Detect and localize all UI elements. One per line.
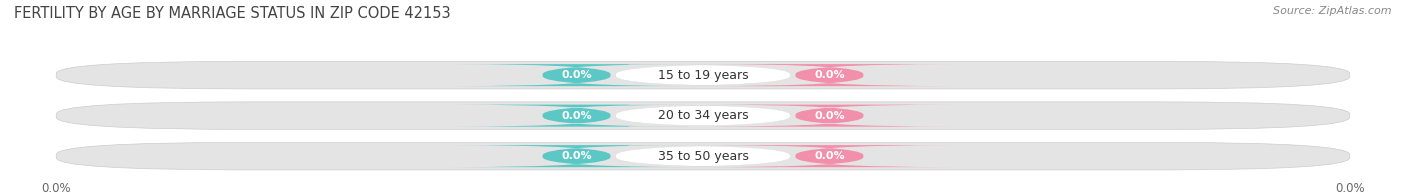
FancyBboxPatch shape — [56, 102, 1350, 129]
Text: 0.0%: 0.0% — [814, 70, 845, 80]
Text: 0.0%: 0.0% — [561, 111, 592, 121]
FancyBboxPatch shape — [702, 105, 957, 127]
FancyBboxPatch shape — [449, 105, 704, 127]
Text: 35 to 50 years: 35 to 50 years — [658, 150, 748, 163]
Text: FERTILITY BY AGE BY MARRIAGE STATUS IN ZIP CODE 42153: FERTILITY BY AGE BY MARRIAGE STATUS IN Z… — [14, 6, 451, 21]
FancyBboxPatch shape — [449, 145, 704, 167]
Text: 20 to 34 years: 20 to 34 years — [658, 109, 748, 122]
FancyBboxPatch shape — [616, 145, 790, 167]
FancyBboxPatch shape — [616, 64, 790, 86]
Text: 0.0%: 0.0% — [814, 111, 845, 121]
FancyBboxPatch shape — [56, 61, 1350, 89]
FancyBboxPatch shape — [449, 64, 704, 86]
Text: 0.0%: 0.0% — [561, 151, 592, 161]
FancyBboxPatch shape — [56, 142, 1350, 170]
Text: 0.0%: 0.0% — [561, 70, 592, 80]
Text: Source: ZipAtlas.com: Source: ZipAtlas.com — [1274, 6, 1392, 16]
FancyBboxPatch shape — [616, 105, 790, 127]
Text: 0.0%: 0.0% — [814, 151, 845, 161]
FancyBboxPatch shape — [702, 64, 957, 86]
Text: 15 to 19 years: 15 to 19 years — [658, 69, 748, 82]
FancyBboxPatch shape — [702, 145, 957, 167]
